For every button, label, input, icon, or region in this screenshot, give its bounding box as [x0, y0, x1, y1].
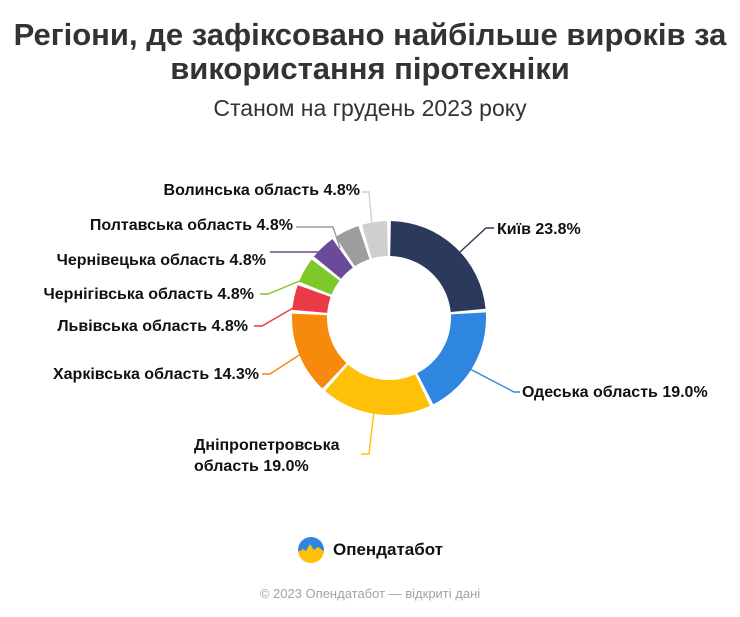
- donut-slices: [292, 221, 486, 415]
- slice-label-line: Харківська область 14.3%: [53, 366, 259, 383]
- slice-label: Чернігівська область 4.8%: [44, 286, 254, 303]
- slice-label: Полтавська область 4.8%: [90, 217, 293, 234]
- leader-line: [262, 349, 308, 375]
- opendatabot-logo-icon: [297, 537, 324, 563]
- slice-labels: Київ 23.8% Одеська область 19.0% Дніпропет…: [44, 182, 708, 475]
- slice-label-line: Волинська область 4.8%: [164, 182, 360, 199]
- donut-slice: [417, 312, 486, 405]
- leader-line: [362, 191, 373, 226]
- slice-label-line: Київ 23.8%: [497, 221, 581, 238]
- leader-line: [361, 410, 375, 455]
- slice-label: Чернівецька область 4.8%: [57, 252, 266, 269]
- chart-title: Регіони, де зафіксовано найбільше вирокі…: [0, 18, 740, 86]
- chart-title-line-1: Регіони, де зафіксовано найбільше вирокі…: [13, 17, 727, 52]
- donut-slice: [335, 225, 370, 267]
- donut-slice: [390, 221, 486, 313]
- chart-subtitle: Станом на грудень 2023 року: [213, 95, 527, 121]
- slice-label-line: Дніпропетровська: [194, 437, 340, 454]
- leader-line: [469, 368, 520, 393]
- donut-slice: [361, 221, 388, 259]
- slice-label-line: Полтавська область 4.8%: [90, 217, 293, 234]
- footer-copyright: © 2023 Опендатабот — відкриті дані: [259, 586, 481, 601]
- slice-label-line: Чернівецька область 4.8%: [57, 252, 266, 269]
- leader-line: [260, 277, 308, 295]
- slice-label: Харківська область 14.3%: [53, 366, 259, 383]
- chart-title-line-2: використання піротехніки: [170, 51, 570, 86]
- slice-label-line: область 19.0%: [194, 458, 309, 475]
- slice-label: Львівська область 4.8%: [57, 318, 248, 335]
- leader-line: [270, 251, 323, 262]
- leader-line: [296, 226, 341, 249]
- slice-label-line: Львівська область 4.8%: [57, 318, 248, 335]
- donut-slice: [299, 259, 340, 295]
- leader-line: [459, 227, 494, 253]
- slice-label: Дніпропетровська область 19.0%: [194, 437, 340, 475]
- slice-label: Київ 23.8%: [497, 221, 581, 238]
- donut-slice: [325, 364, 430, 415]
- brand: Опендатабот: [0, 536, 740, 564]
- donut-slice: [313, 239, 353, 279]
- slice-label-line: Чернігівська область 4.8%: [44, 286, 254, 303]
- slice-label-line: Одеська область 19.0%: [522, 384, 708, 401]
- leader-line: [254, 303, 301, 327]
- donut-slice: [292, 285, 331, 313]
- leader-lines: [254, 191, 520, 455]
- slice-label: Одеська область 19.0%: [522, 384, 708, 401]
- brand-name: Опендатабот: [332, 540, 444, 559]
- slice-label: Волинська область 4.8%: [164, 182, 360, 199]
- donut-slice: [292, 313, 347, 389]
